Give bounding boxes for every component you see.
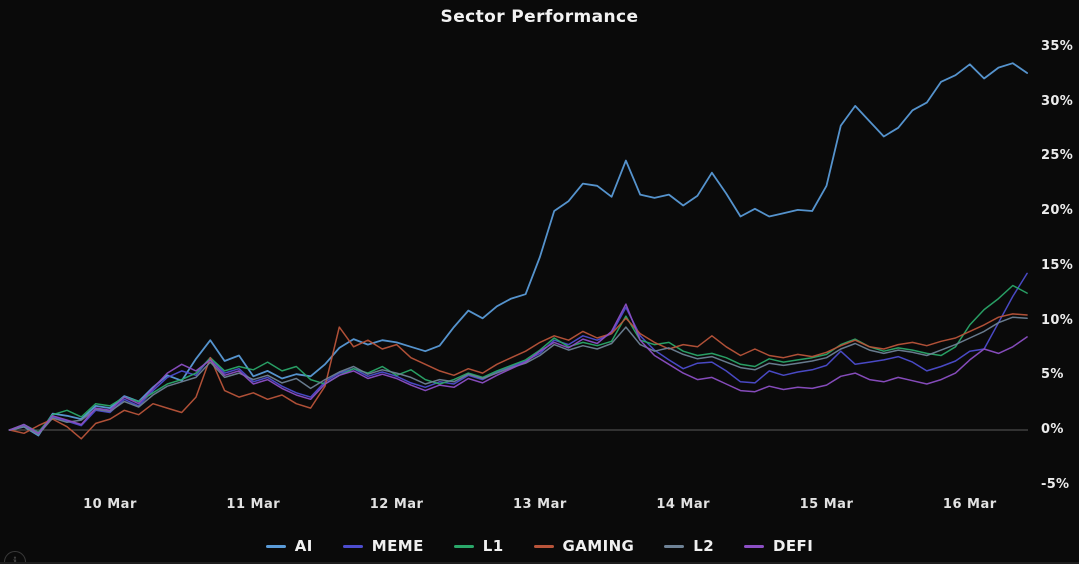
legend-item-defi[interactable]: DEFI (744, 537, 813, 555)
legend-label: MEME (371, 537, 424, 555)
legend-item-meme[interactable]: MEME (342, 537, 424, 555)
series-line-defi[interactable] (8, 303, 1028, 435)
y-axis-label: 0% (1041, 422, 1064, 437)
series-line-l1[interactable] (8, 284, 1028, 433)
x-axis-label: 11 Mar (226, 497, 281, 512)
bottom-border (0, 562, 1079, 564)
series-line-gaming[interactable] (8, 313, 1028, 440)
x-axis-label: 16 Mar (942, 497, 997, 512)
legend: AI MEME L1 GAMING L2 DEFI (0, 537, 1079, 555)
y-axis-label: 5% (1041, 367, 1064, 383)
y-axis-label: 10% (1041, 312, 1074, 328)
legend-item-l2[interactable]: L2 (664, 537, 714, 555)
x-axis-label: 15 Mar (799, 497, 854, 512)
legend-swatch-defi (744, 544, 765, 548)
x-axis-label: 10 Mar (83, 497, 137, 512)
legend-swatch-gaming (533, 544, 554, 548)
y-axis-label: 30% (1041, 93, 1074, 109)
y-axis-label: 25% (1041, 148, 1074, 164)
legend-label: L2 (693, 537, 715, 555)
legend-item-l1[interactable]: L1 (453, 537, 504, 555)
y-axis-label: 20% (1041, 203, 1074, 218)
chart-title: Sector Performance (440, 7, 639, 27)
x-axis-label: 13 Mar (513, 497, 567, 512)
series-line-meme[interactable] (8, 272, 1028, 435)
legend-label: L1 (482, 537, 504, 555)
legend-swatch-meme (342, 544, 363, 548)
legend-item-gaming[interactable]: GAMING (533, 537, 635, 555)
x-axis-label: 12 Mar (369, 497, 424, 512)
legend-swatch-l2 (664, 544, 685, 548)
legend-label: GAMING (562, 537, 635, 555)
legend-swatch-ai (265, 544, 286, 548)
legend-swatch-l1 (453, 544, 474, 548)
legend-label: DEFI (773, 537, 814, 555)
y-axis-label: 35% (1041, 38, 1074, 54)
series-line-l2[interactable] (8, 316, 1028, 436)
legend-item-ai[interactable]: AI (265, 537, 313, 555)
y-axis-label: -5% (1041, 476, 1070, 492)
y-axis-label: 15% (1041, 257, 1074, 273)
x-axis-label: 14 Mar (656, 497, 711, 512)
legend-label: AI (294, 537, 313, 555)
